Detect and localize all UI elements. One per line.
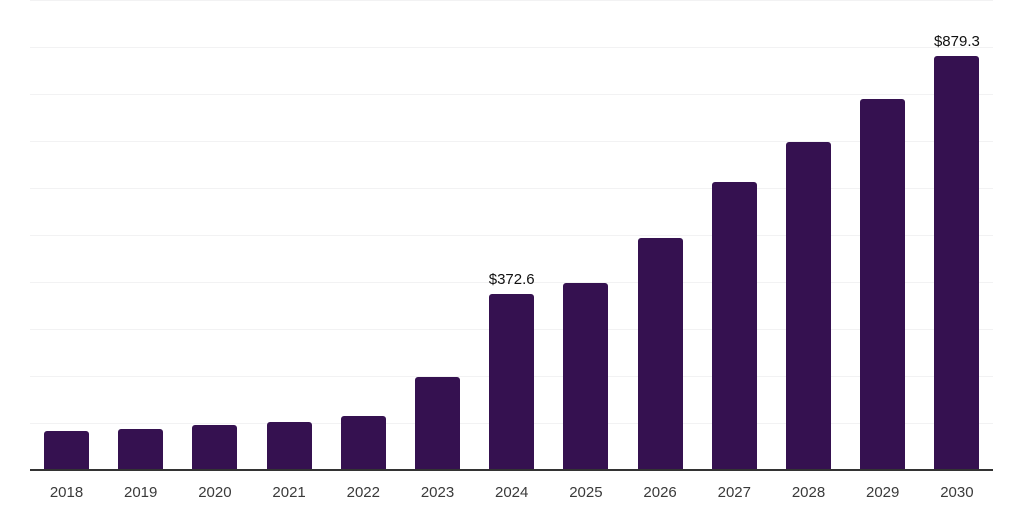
x-axis-labels: 2018 2019 2020 2021 2022 2023 2024 2025 2026 2027… — [30, 478, 993, 508]
bar-2022 — [340, 416, 386, 469]
bar-2024 — [489, 293, 535, 469]
data-label-2030: $879.3 — [933, 32, 980, 50]
gridline-500 — [30, 235, 993, 236]
x-tick-label-2020: 2020 — [198, 484, 232, 501]
gridline-900 — [30, 47, 993, 48]
x-tick-label-2026: 2026 — [643, 484, 677, 501]
gridline-700 — [30, 141, 993, 142]
x-tick-label-2024: 2024 — [495, 484, 529, 501]
bar-2028 — [786, 142, 831, 469]
gridline-800 — [30, 94, 993, 95]
x-axis-line — [30, 469, 993, 471]
x-tick-label-2029: 2029 — [866, 484, 900, 501]
x-tick-label-2025: 2025 — [569, 484, 603, 501]
bar-2030 — [934, 55, 980, 469]
bar-2026 — [637, 238, 683, 469]
data-label-2024: $372.6 — [488, 270, 535, 288]
bar-2027 — [711, 182, 757, 469]
plot-area: $372.6 $879.3 — [30, 0, 993, 471]
bar-2020 — [192, 425, 238, 469]
x-tick-label-2023: 2023 — [420, 484, 455, 501]
bar-2023 — [415, 377, 460, 469]
bar-2019 — [118, 428, 164, 469]
x-tick-label-2019: 2019 — [124, 484, 158, 501]
gridline-1000 — [30, 0, 993, 1]
x-tick-label-2018: 2018 — [49, 484, 84, 501]
gridline-600 — [30, 188, 993, 189]
x-tick-label-2030: 2030 — [940, 484, 974, 501]
gridline-400 — [30, 282, 993, 283]
x-tick-label-2028: 2028 — [791, 484, 826, 501]
x-tick-label-2027: 2027 — [717, 484, 751, 501]
x-tick-label-2022: 2022 — [346, 484, 380, 501]
bar-2021 — [266, 422, 312, 469]
bar-2025 — [563, 283, 609, 469]
x-tick-label-2021: 2021 — [272, 484, 306, 501]
bar-2029 — [860, 98, 906, 469]
bar-2018 — [44, 431, 89, 469]
